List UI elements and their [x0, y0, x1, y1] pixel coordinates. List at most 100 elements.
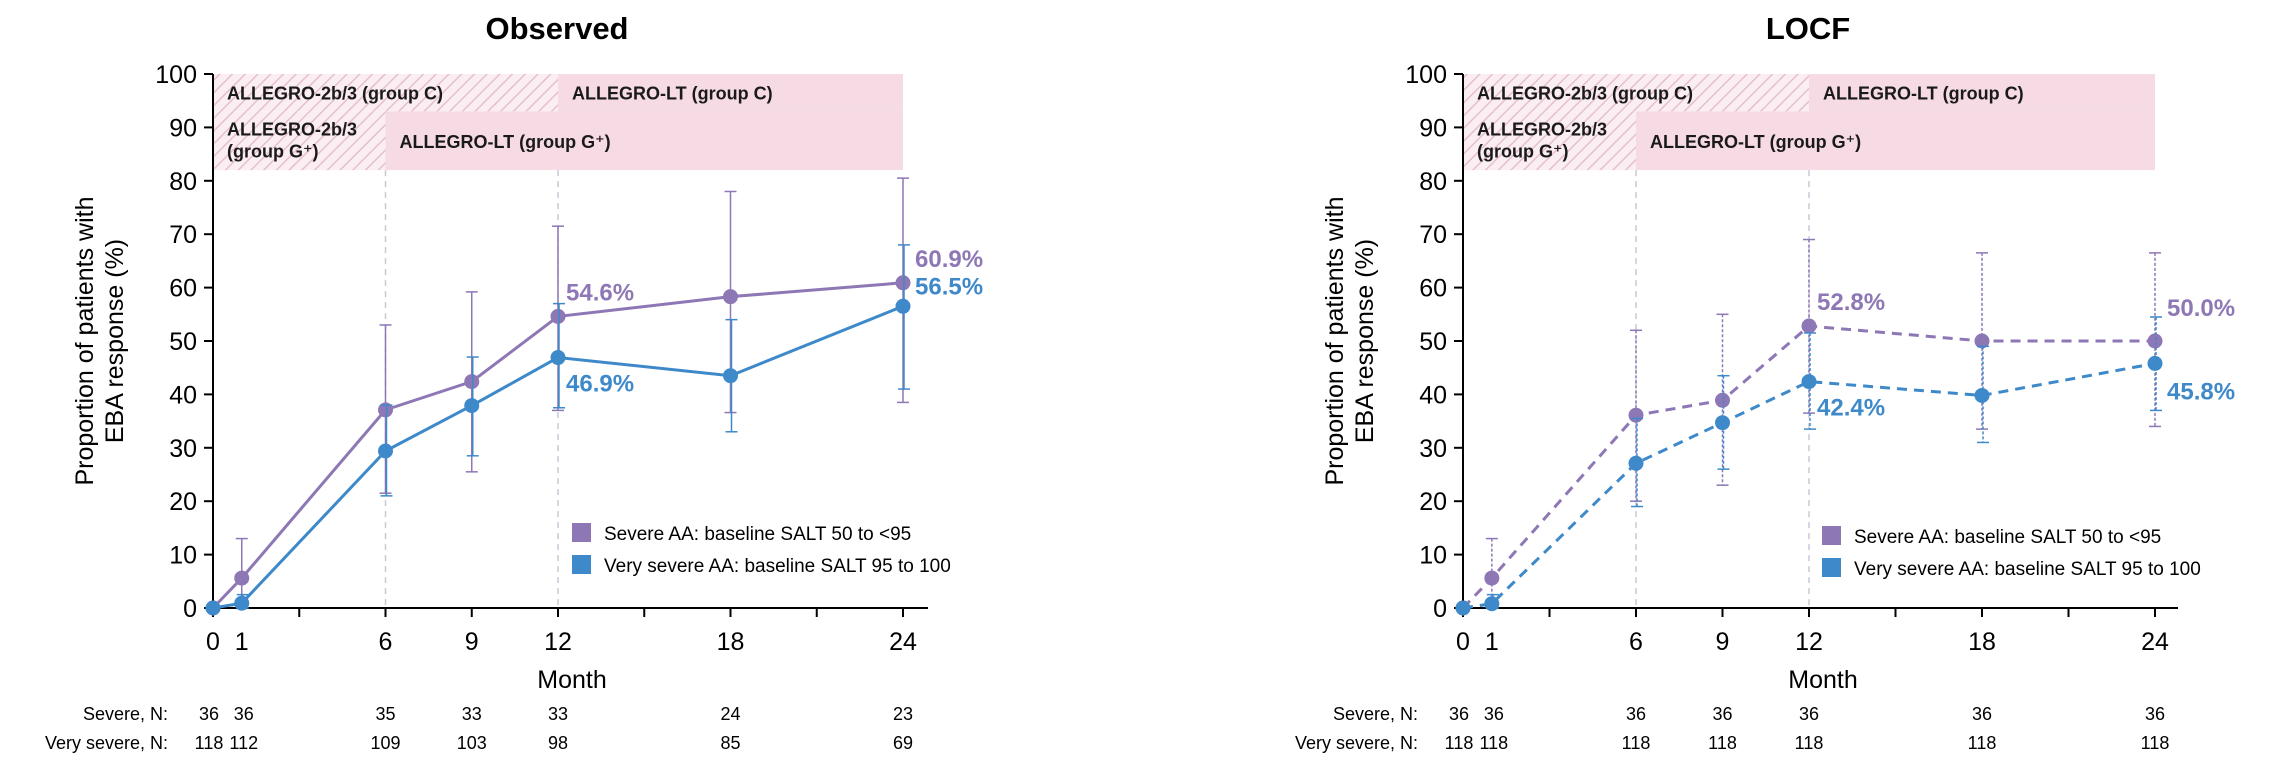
n-count: 36 — [234, 704, 254, 724]
study-band-label: ALLEGRO-LT (group G⁺) — [1650, 132, 1861, 152]
y-tick-label: 20 — [169, 488, 197, 516]
data-label: 60.9% — [915, 246, 983, 273]
data-point — [1628, 407, 1644, 423]
data-label: 42.4% — [1817, 395, 1885, 422]
n-count: 98 — [548, 733, 568, 753]
data-point — [2147, 333, 2163, 349]
study-band-label: ALLEGRO-2b/3 (group C) — [227, 84, 443, 104]
n-count: 69 — [893, 733, 913, 753]
y-tick-label: 30 — [169, 435, 197, 463]
n-count: 24 — [720, 704, 740, 724]
x-tick-label: 18 — [1968, 628, 1996, 656]
n-count: 36 — [1449, 704, 1469, 724]
study-band — [213, 74, 558, 112]
x-tick-label: 12 — [544, 628, 572, 656]
legend-swatch — [1822, 526, 1841, 545]
study-band-label: ALLEGRO-2b/3 (group C) — [1477, 84, 1693, 104]
y-axis-label: Proportion of patients with — [1321, 196, 1349, 485]
y-tick-label: 70 — [1419, 221, 1447, 249]
n-count: 118 — [1968, 733, 1997, 753]
legend-entry: Very severe AA: baseline SALT 95 to 100 — [1854, 559, 2201, 580]
data-point — [1715, 392, 1730, 408]
x-tick-label: 1 — [1485, 628, 1499, 656]
data-point — [550, 350, 566, 366]
n-count: 33 — [548, 704, 568, 724]
n-count: 36 — [1484, 704, 1504, 724]
n-count: 36 — [1712, 704, 1732, 724]
n-count: 36 — [1972, 704, 1992, 724]
n-count: 118 — [1622, 733, 1651, 753]
y-tick-label: 60 — [1419, 275, 1447, 303]
data-point — [1484, 596, 1500, 612]
data-point — [1484, 570, 1500, 586]
n-count: 118 — [2141, 733, 2170, 753]
n-count: 118 — [1708, 733, 1737, 753]
data-label: 56.5% — [915, 273, 983, 300]
x-tick-label: 9 — [465, 628, 479, 656]
y-tick-label: 80 — [169, 168, 197, 196]
data-point — [895, 298, 911, 314]
chart-title: LOCF — [1766, 11, 1850, 46]
study-band-label: ALLEGRO-2b/3 — [1477, 119, 1607, 139]
n-count: 36 — [199, 704, 219, 724]
data-label: 52.8% — [1817, 289, 1885, 316]
data-point — [1455, 600, 1471, 616]
x-tick-label: 18 — [717, 628, 745, 656]
data-label: 54.6% — [566, 279, 634, 306]
y-tick-label: 30 — [1419, 435, 1447, 463]
data-point — [723, 368, 738, 384]
y-tick-label: 90 — [1419, 114, 1447, 142]
y-axis-label: EBA response (%) — [101, 239, 129, 443]
study-band — [1809, 74, 2155, 112]
data-point — [1715, 415, 1730, 431]
data-point — [550, 308, 566, 324]
data-point — [464, 374, 480, 390]
data-point — [1974, 387, 1990, 403]
n-count: 33 — [462, 704, 482, 724]
study-band-label: ALLEGRO-2b/3 — [227, 119, 357, 139]
x-tick-label: 0 — [206, 628, 220, 656]
data-point — [2147, 355, 2163, 371]
study-band — [1463, 74, 1809, 112]
n-count: 36 — [1799, 704, 1819, 724]
n-count: 118 — [1795, 733, 1824, 753]
x-axis-label: Month — [537, 666, 606, 694]
x-tick-label: 24 — [2141, 628, 2169, 656]
data-point — [378, 443, 393, 459]
study-band-label: ALLEGRO-LT (group G⁺) — [400, 132, 611, 152]
study-band — [1463, 111, 1636, 171]
data-point — [1628, 455, 1644, 471]
x-tick-label: 24 — [889, 628, 917, 656]
data-label: 46.9% — [566, 371, 634, 398]
x-tick-label: 6 — [1629, 628, 1643, 656]
n-row-label: Very severe, N: — [45, 733, 168, 753]
data-point — [205, 600, 221, 616]
x-tick-label: 12 — [1795, 628, 1823, 656]
y-tick-label: 70 — [169, 221, 197, 249]
legend-swatch — [572, 555, 591, 574]
x-tick-label: 9 — [1716, 628, 1730, 656]
y-tick-label: 40 — [1419, 381, 1447, 409]
n-count: 23 — [893, 704, 913, 724]
y-tick-label: 80 — [1419, 168, 1447, 196]
y-tick-label: 0 — [1433, 595, 1447, 623]
y-tick-label: 40 — [169, 381, 197, 409]
study-band — [1636, 111, 2155, 171]
data-point — [895, 275, 911, 291]
study-band-label: ALLEGRO-LT (group C) — [1823, 84, 2024, 104]
data-point — [1801, 374, 1817, 390]
n-count: 112 — [229, 733, 258, 753]
study-band-label: ALLEGRO-LT (group C) — [572, 84, 773, 104]
legend-entry: Severe AA: baseline SALT 50 to <95 — [604, 524, 911, 545]
n-count: 118 — [195, 733, 224, 753]
x-tick-label: 0 — [1456, 628, 1470, 656]
data-point — [464, 398, 480, 414]
study-band — [385, 111, 903, 171]
x-axis-label: Month — [1788, 666, 1857, 694]
y-tick-label: 60 — [169, 275, 197, 303]
data-point — [1801, 318, 1817, 334]
n-count: 103 — [457, 733, 487, 753]
study-band — [213, 111, 386, 171]
n-count: 36 — [1626, 704, 1646, 724]
study-band-label: (group G⁺) — [227, 141, 318, 161]
